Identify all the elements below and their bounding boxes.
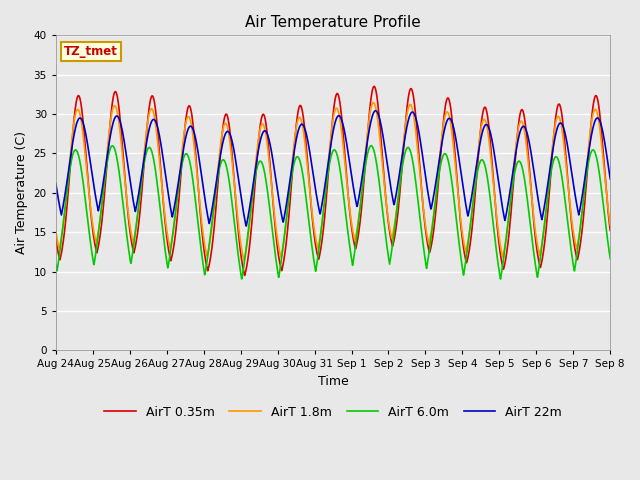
AirT 0.35m xyxy=(431,217,439,223)
AirT 6.0m xyxy=(259,164,267,169)
AirT 0.35m xyxy=(371,84,378,89)
AirT 0.35m xyxy=(281,249,289,254)
AirT 1.8m xyxy=(170,223,178,228)
AirT 1.8m xyxy=(607,222,614,228)
Legend: AirT 0.35m, AirT 1.8m, AirT 6.0m, AirT 22m: AirT 0.35m, AirT 1.8m, AirT 6.0m, AirT 2… xyxy=(99,401,567,424)
AirT 0.35m xyxy=(84,173,92,179)
AirT 0.35m xyxy=(170,241,178,247)
AirT 22m xyxy=(278,216,286,222)
AirT 22m xyxy=(607,176,614,182)
AirT 22m xyxy=(170,205,178,211)
AirT 6.0m xyxy=(170,219,178,225)
AirT 22m xyxy=(431,186,439,192)
AirT 6.0m xyxy=(278,252,286,258)
AirT 22m xyxy=(84,142,92,147)
AirT 6.0m xyxy=(52,262,60,268)
Line: AirT 0.35m: AirT 0.35m xyxy=(56,86,611,276)
AirT 0.35m xyxy=(278,265,286,271)
AirT 0.35m xyxy=(260,111,268,117)
Title: Air Temperature Profile: Air Temperature Profile xyxy=(245,15,421,30)
AirT 22m xyxy=(372,108,380,114)
Y-axis label: Air Temperature (C): Air Temperature (C) xyxy=(15,132,28,254)
Text: TZ_tmet: TZ_tmet xyxy=(64,45,118,58)
AirT 0.35m xyxy=(607,228,614,233)
AirT 6.0m xyxy=(607,256,614,262)
AirT 1.8m xyxy=(281,229,289,235)
AirT 1.8m xyxy=(431,202,439,207)
X-axis label: Time: Time xyxy=(317,375,348,388)
Line: AirT 22m: AirT 22m xyxy=(56,111,611,226)
AirT 6.0m xyxy=(431,205,438,211)
AirT 6.0m xyxy=(367,143,375,149)
AirT 1.8m xyxy=(260,122,268,128)
AirT 0.35m xyxy=(52,235,60,241)
Line: AirT 1.8m: AirT 1.8m xyxy=(56,103,611,260)
AirT 1.8m xyxy=(240,257,248,263)
AirT 1.8m xyxy=(84,177,92,182)
AirT 0.35m xyxy=(241,273,248,278)
AirT 1.8m xyxy=(52,228,60,234)
AirT 22m xyxy=(52,180,60,186)
AirT 6.0m xyxy=(497,276,504,282)
AirT 1.8m xyxy=(369,100,377,106)
AirT 1.8m xyxy=(278,248,286,253)
Line: AirT 6.0m: AirT 6.0m xyxy=(56,146,611,279)
AirT 22m xyxy=(281,209,289,215)
AirT 22m xyxy=(243,223,250,229)
AirT 6.0m xyxy=(84,216,92,222)
AirT 6.0m xyxy=(281,229,289,235)
AirT 22m xyxy=(260,129,268,134)
